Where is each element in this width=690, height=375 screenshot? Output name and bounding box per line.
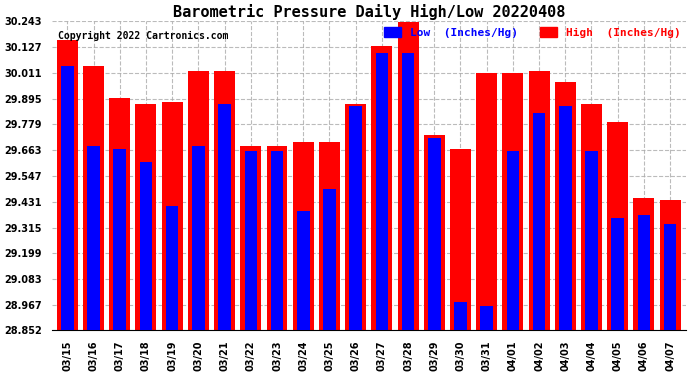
Bar [135, 104, 157, 330]
Bar [611, 217, 624, 330]
Bar [660, 200, 680, 330]
Bar [323, 189, 336, 330]
Bar [270, 151, 284, 330]
Bar [113, 148, 126, 330]
Bar [506, 151, 519, 330]
Bar [266, 147, 288, 330]
Bar [375, 53, 388, 330]
Text: Copyright 2022 Cartronics.com: Copyright 2022 Cartronics.com [58, 31, 228, 40]
Bar [83, 66, 104, 330]
Bar [555, 82, 575, 330]
Legend: Low  (Inches/Hg), High  (Inches/Hg): Low (Inches/Hg), High (Inches/Hg) [380, 22, 684, 42]
Bar [57, 40, 78, 330]
Bar [450, 148, 471, 330]
Bar [607, 122, 628, 330]
Bar [424, 135, 445, 330]
Bar [161, 102, 183, 330]
Bar [87, 147, 100, 330]
Bar [638, 215, 650, 330]
Bar [397, 22, 419, 330]
Bar [214, 71, 235, 330]
Bar [188, 71, 209, 330]
Bar [139, 162, 152, 330]
Bar [244, 151, 257, 330]
Bar [61, 66, 74, 330]
Bar [454, 302, 466, 330]
Bar [371, 46, 393, 330]
Bar [240, 147, 262, 330]
Bar [109, 98, 130, 330]
Bar [502, 73, 523, 330]
Title: Barometric Pressure Daily High/Low 20220408: Barometric Pressure Daily High/Low 20220… [172, 4, 565, 20]
Bar [192, 147, 205, 330]
Bar [166, 207, 179, 330]
Bar [349, 106, 362, 330]
Bar [533, 113, 545, 330]
Bar [633, 198, 654, 330]
Bar [529, 71, 549, 330]
Bar [297, 211, 310, 330]
Bar [585, 151, 598, 330]
Bar [293, 142, 314, 330]
Bar [559, 106, 571, 330]
Bar [345, 104, 366, 330]
Bar [218, 104, 231, 330]
Bar [480, 306, 493, 330]
Bar [319, 142, 340, 330]
Bar [476, 73, 497, 330]
Bar [664, 224, 676, 330]
Bar [581, 104, 602, 330]
Bar [428, 138, 440, 330]
Bar [402, 53, 414, 330]
